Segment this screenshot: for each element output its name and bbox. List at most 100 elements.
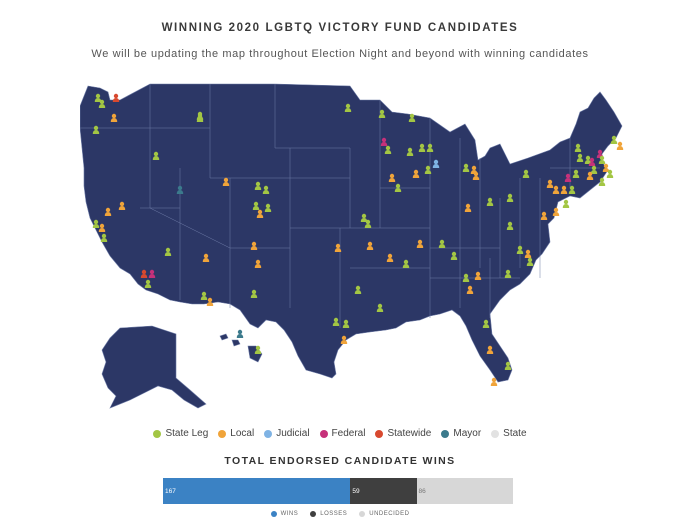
candidate-marker-icon[interactable] bbox=[590, 165, 598, 174]
candidate-marker-icon[interactable] bbox=[504, 361, 512, 370]
legend-item-statewide[interactable]: Statewide bbox=[375, 428, 431, 439]
candidate-marker-icon[interactable] bbox=[586, 171, 594, 180]
candidate-marker-icon[interactable] bbox=[364, 219, 372, 228]
candidate-marker-icon[interactable] bbox=[334, 243, 342, 252]
candidate-marker-icon[interactable] bbox=[254, 345, 262, 354]
candidate-marker-icon[interactable] bbox=[564, 173, 572, 182]
candidate-marker-icon[interactable] bbox=[380, 137, 388, 146]
candidate-marker-icon[interactable] bbox=[344, 103, 352, 112]
candidate-marker-icon[interactable] bbox=[568, 185, 576, 194]
candidate-marker-icon[interactable] bbox=[546, 179, 554, 188]
candidate-marker-icon[interactable] bbox=[140, 269, 148, 278]
candidate-marker-icon[interactable] bbox=[598, 177, 606, 186]
candidate-marker-icon[interactable] bbox=[552, 207, 560, 216]
candidate-marker-icon[interactable] bbox=[412, 169, 420, 178]
candidate-marker-icon[interactable] bbox=[366, 241, 374, 250]
candidate-marker-icon[interactable] bbox=[262, 185, 270, 194]
candidate-marker-icon[interactable] bbox=[524, 249, 532, 258]
candidate-marker-icon[interactable] bbox=[354, 285, 362, 294]
candidate-marker-icon[interactable] bbox=[118, 201, 126, 210]
candidate-marker-icon[interactable] bbox=[384, 145, 392, 154]
candidate-marker-icon[interactable] bbox=[406, 147, 414, 156]
candidate-marker-icon[interactable] bbox=[472, 171, 480, 180]
candidate-marker-icon[interactable] bbox=[360, 213, 368, 222]
candidate-marker-icon[interactable] bbox=[148, 269, 156, 278]
legend-item-state-leg[interactable]: State Leg bbox=[153, 428, 208, 439]
candidate-marker-icon[interactable] bbox=[340, 335, 348, 344]
candidate-marker-icon[interactable] bbox=[376, 303, 384, 312]
candidate-marker-icon[interactable] bbox=[264, 203, 272, 212]
candidate-marker-icon[interactable] bbox=[610, 135, 618, 144]
candidate-marker-icon[interactable] bbox=[250, 289, 258, 298]
candidate-marker-icon[interactable] bbox=[104, 207, 112, 216]
candidate-marker-icon[interactable] bbox=[388, 173, 396, 182]
candidate-marker-icon[interactable] bbox=[462, 163, 470, 172]
candidate-marker-icon[interactable] bbox=[144, 279, 152, 288]
candidate-marker-icon[interactable] bbox=[402, 259, 410, 268]
candidate-marker-icon[interactable] bbox=[110, 113, 118, 122]
candidate-marker-icon[interactable] bbox=[576, 153, 584, 162]
legend-item-local[interactable]: Local bbox=[218, 428, 254, 439]
candidate-marker-icon[interactable] bbox=[176, 185, 184, 194]
candidate-marker-icon[interactable] bbox=[462, 273, 470, 282]
candidate-marker-icon[interactable] bbox=[206, 297, 214, 306]
candidate-marker-icon[interactable] bbox=[560, 185, 568, 194]
candidate-marker-icon[interactable] bbox=[474, 271, 482, 280]
candidate-marker-icon[interactable] bbox=[236, 329, 244, 338]
candidate-marker-icon[interactable] bbox=[152, 151, 160, 160]
candidate-marker-icon[interactable] bbox=[332, 317, 340, 326]
candidate-marker-icon[interactable] bbox=[250, 241, 258, 250]
candidate-marker-icon[interactable] bbox=[98, 99, 106, 108]
candidate-marker-icon[interactable] bbox=[450, 251, 458, 260]
legend-item-federal[interactable]: Federal bbox=[319, 428, 365, 439]
candidate-marker-icon[interactable] bbox=[418, 143, 426, 152]
candidate-marker-icon[interactable] bbox=[424, 165, 432, 174]
candidate-marker-icon[interactable] bbox=[98, 223, 106, 232]
legend-item-mayor[interactable]: Mayor bbox=[441, 428, 481, 439]
candidate-marker-icon[interactable] bbox=[408, 113, 416, 122]
candidate-marker-icon[interactable] bbox=[504, 269, 512, 278]
candidate-marker-icon[interactable] bbox=[202, 253, 210, 262]
candidate-marker-icon[interactable] bbox=[164, 247, 172, 256]
candidate-marker-icon[interactable] bbox=[506, 193, 514, 202]
candidate-marker-icon[interactable] bbox=[526, 257, 534, 266]
candidate-marker-icon[interactable] bbox=[588, 157, 596, 166]
candidate-marker-icon[interactable] bbox=[572, 169, 580, 178]
candidate-marker-icon[interactable] bbox=[94, 93, 102, 102]
candidate-marker-icon[interactable] bbox=[196, 111, 204, 120]
candidate-marker-icon[interactable] bbox=[438, 239, 446, 248]
candidate-marker-icon[interactable] bbox=[490, 377, 498, 386]
candidate-marker-icon[interactable] bbox=[100, 233, 108, 242]
candidate-marker-icon[interactable] bbox=[552, 185, 560, 194]
candidate-marker-icon[interactable] bbox=[606, 169, 614, 178]
candidate-marker-icon[interactable] bbox=[252, 201, 260, 210]
candidate-marker-icon[interactable] bbox=[386, 253, 394, 262]
candidate-marker-icon[interactable] bbox=[482, 319, 490, 328]
candidate-marker-icon[interactable] bbox=[378, 109, 386, 118]
candidate-marker-icon[interactable] bbox=[92, 219, 100, 228]
candidate-marker-icon[interactable] bbox=[254, 259, 262, 268]
candidate-marker-icon[interactable] bbox=[522, 169, 530, 178]
candidate-marker-icon[interactable] bbox=[394, 183, 402, 192]
candidate-marker-icon[interactable] bbox=[464, 203, 472, 212]
candidate-marker-icon[interactable] bbox=[486, 345, 494, 354]
candidate-marker-icon[interactable] bbox=[598, 155, 606, 164]
candidate-marker-icon[interactable] bbox=[222, 177, 230, 186]
candidate-marker-icon[interactable] bbox=[540, 211, 548, 220]
candidate-marker-icon[interactable] bbox=[562, 199, 570, 208]
candidate-marker-icon[interactable] bbox=[200, 291, 208, 300]
us-map[interactable] bbox=[80, 78, 640, 423]
bar-segment-undecided[interactable]: 86 bbox=[416, 478, 513, 504]
candidate-marker-icon[interactable] bbox=[432, 159, 440, 168]
legend-item-judicial[interactable]: Judicial bbox=[264, 428, 310, 439]
candidate-marker-icon[interactable] bbox=[416, 239, 424, 248]
candidate-marker-icon[interactable] bbox=[486, 197, 494, 206]
candidate-marker-icon[interactable] bbox=[112, 93, 120, 102]
legend-item-state[interactable]: State bbox=[491, 428, 527, 439]
candidate-marker-icon[interactable] bbox=[256, 209, 264, 218]
candidate-marker-icon[interactable] bbox=[92, 125, 100, 134]
candidate-marker-icon[interactable] bbox=[602, 163, 610, 172]
candidate-marker-icon[interactable] bbox=[342, 319, 350, 328]
candidate-marker-icon[interactable] bbox=[506, 221, 514, 230]
bar-segment-wins[interactable]: 167 bbox=[163, 478, 351, 504]
